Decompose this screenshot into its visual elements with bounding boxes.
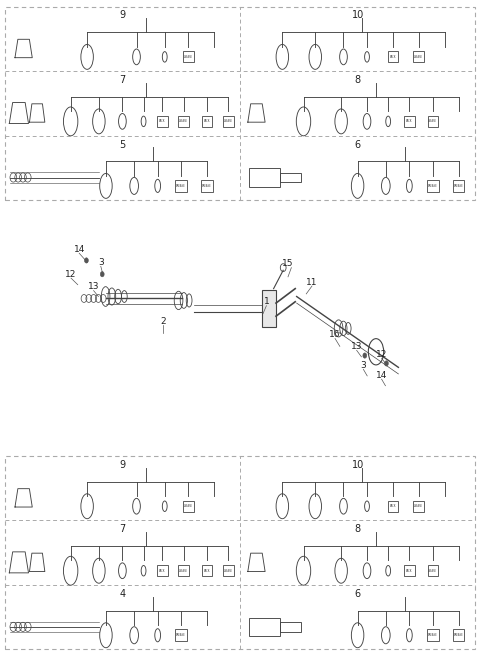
Bar — [250, 618, 280, 636]
Bar — [202, 116, 212, 127]
Text: GREASE: GREASE — [179, 569, 188, 573]
Bar — [262, 290, 276, 327]
Bar — [183, 501, 193, 512]
Text: 9: 9 — [120, 10, 125, 20]
Text: 16: 16 — [329, 330, 341, 339]
Text: GREASE: GREASE — [202, 184, 212, 188]
Bar — [5, 456, 475, 649]
Text: 8: 8 — [355, 75, 360, 85]
Bar — [176, 629, 187, 641]
Text: GREASE: GREASE — [428, 633, 438, 637]
Bar — [427, 629, 439, 641]
Bar — [5, 7, 475, 200]
Text: PACK: PACK — [390, 504, 396, 508]
Text: PACK: PACK — [204, 119, 210, 123]
Bar — [178, 565, 189, 577]
Bar — [250, 169, 280, 186]
Bar — [201, 180, 213, 192]
Text: GREASE: GREASE — [428, 569, 437, 573]
Text: PACK: PACK — [159, 119, 166, 123]
Bar — [223, 116, 233, 127]
Text: GREASE: GREASE — [176, 633, 186, 637]
Text: 10: 10 — [351, 460, 364, 470]
Text: 9: 9 — [120, 460, 125, 470]
Text: GREASE: GREASE — [414, 504, 423, 508]
Text: 5: 5 — [119, 140, 126, 150]
Text: GREASE: GREASE — [428, 119, 437, 123]
Bar — [157, 565, 168, 577]
Ellipse shape — [384, 361, 388, 366]
Text: 13: 13 — [351, 342, 362, 351]
Text: 10: 10 — [351, 10, 364, 20]
Bar — [178, 116, 189, 127]
Bar — [280, 622, 301, 632]
Text: GREASE: GREASE — [176, 184, 186, 188]
Text: 1: 1 — [264, 297, 269, 306]
Text: GREASE: GREASE — [414, 55, 423, 59]
Text: PACK: PACK — [204, 569, 210, 573]
Bar — [428, 116, 438, 127]
Text: PACK: PACK — [159, 569, 166, 573]
Text: 15: 15 — [282, 259, 294, 268]
Text: 12: 12 — [376, 350, 387, 359]
Bar — [280, 173, 301, 182]
Text: 14: 14 — [376, 371, 387, 380]
Bar — [427, 180, 439, 192]
Bar — [404, 116, 415, 127]
Text: 8: 8 — [355, 524, 360, 535]
Text: GREASE: GREASE — [224, 119, 233, 123]
Text: GREASE: GREASE — [454, 633, 464, 637]
Ellipse shape — [363, 353, 367, 358]
Text: PACK: PACK — [406, 569, 413, 573]
Bar — [413, 501, 424, 512]
Bar — [176, 180, 187, 192]
Text: GREASE: GREASE — [184, 504, 193, 508]
Bar — [453, 629, 465, 641]
Text: 3: 3 — [98, 258, 104, 267]
Text: 6: 6 — [355, 589, 360, 599]
Text: PACK: PACK — [390, 55, 396, 59]
Bar — [202, 565, 212, 577]
Bar — [183, 51, 193, 62]
Text: 7: 7 — [119, 524, 126, 535]
Text: 2: 2 — [160, 317, 166, 326]
Bar — [404, 565, 415, 577]
Ellipse shape — [100, 272, 104, 277]
Text: 4: 4 — [120, 589, 125, 599]
Ellipse shape — [84, 258, 88, 263]
Text: 14: 14 — [73, 245, 85, 254]
Text: GREASE: GREASE — [184, 55, 193, 59]
Bar — [223, 565, 233, 577]
Text: 3: 3 — [360, 361, 366, 370]
Text: GREASE: GREASE — [428, 184, 438, 188]
Bar — [413, 51, 424, 62]
Text: 7: 7 — [119, 75, 126, 85]
Text: 11: 11 — [306, 277, 318, 287]
Bar — [388, 51, 398, 62]
Text: GREASE: GREASE — [454, 184, 464, 188]
Bar — [453, 180, 465, 192]
Text: 12: 12 — [65, 270, 77, 279]
Bar — [388, 501, 398, 512]
Bar — [428, 565, 438, 577]
Text: 13: 13 — [88, 282, 99, 291]
Bar — [157, 116, 168, 127]
Text: GREASE: GREASE — [224, 569, 233, 573]
Text: 6: 6 — [355, 140, 360, 150]
Text: PACK: PACK — [406, 119, 413, 123]
Text: GREASE: GREASE — [179, 119, 188, 123]
